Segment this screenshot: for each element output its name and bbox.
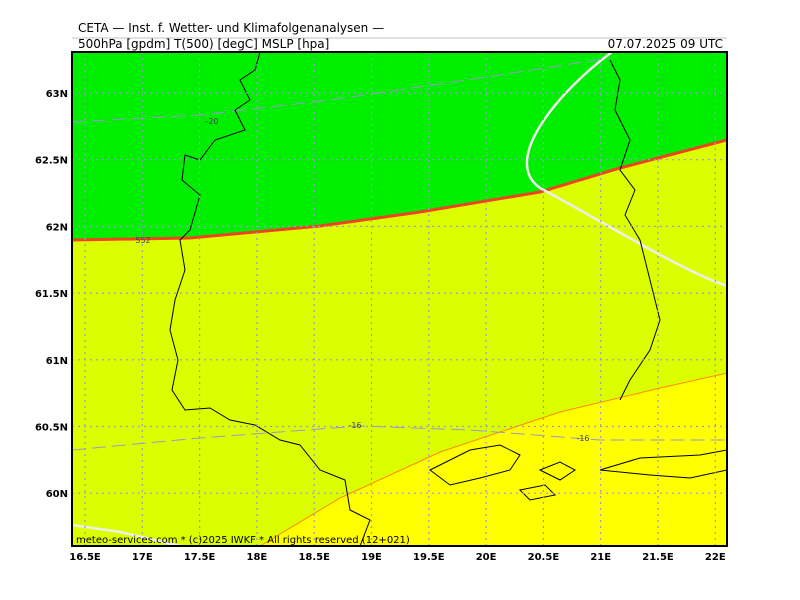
contour-labels: -20 552 -16 -16 [135,117,589,443]
isotherm-20 [72,57,611,123]
lon-label: 22E [705,552,726,563]
isobar-white [525,52,727,288]
lat-label: 61.5N [35,289,68,300]
lon-label: 19.5E [413,552,445,563]
isotherm-16 [72,425,727,451]
lon-label: 17E [132,552,153,563]
lon-label: 17.5E [184,552,216,563]
contour-label: -16 [348,421,361,430]
contour-label: 552 [135,236,150,245]
lon-label: 20.5E [528,552,560,563]
lat-label: 60.5N [35,423,68,434]
subtitle: 500hPa [gpdm] T(500) [degC] MSLP [hpa] [78,37,329,51]
lon-label: 16.5E [69,552,101,563]
lat-label: 62.5N [35,156,68,167]
graticule [72,52,727,546]
lon-label: 18E [247,552,268,563]
lon-label: 19E [361,552,382,563]
tick-labels: 16.5E 17E 17.5E 18E 18.5E 19E 19.5E 20E 20.5E 21E… [35,89,726,563]
lat-label: 63N [46,89,68,100]
lon-label: 21E [590,552,611,563]
islands [429,444,727,501]
contour-552 [72,138,727,242]
lon-label: 21.5E [642,552,674,563]
lat-label: 61N [46,356,68,367]
title: CETA — Inst. f. Wetter- und Klimafolgena… [78,21,384,35]
lat-label: 62N [46,222,68,233]
region-yellow [260,373,727,546]
isobar-white-2 [72,523,181,546]
lon-label: 18.5E [298,552,330,563]
lon-label: 20E [476,552,497,563]
coastline-west [169,52,371,546]
contour-label: -16 [576,434,589,443]
map-frame [71,51,728,547]
map-area: -20 552 -16 -16 [72,52,727,546]
coastline-east [609,59,661,401]
valid-time: 07.07.2025 09 UTC [608,37,723,51]
lat-label: 60N [46,489,68,500]
contour-label: -20 [205,117,218,126]
footer: meteo-services.com * (c)2025 IWKF * All … [76,535,410,546]
